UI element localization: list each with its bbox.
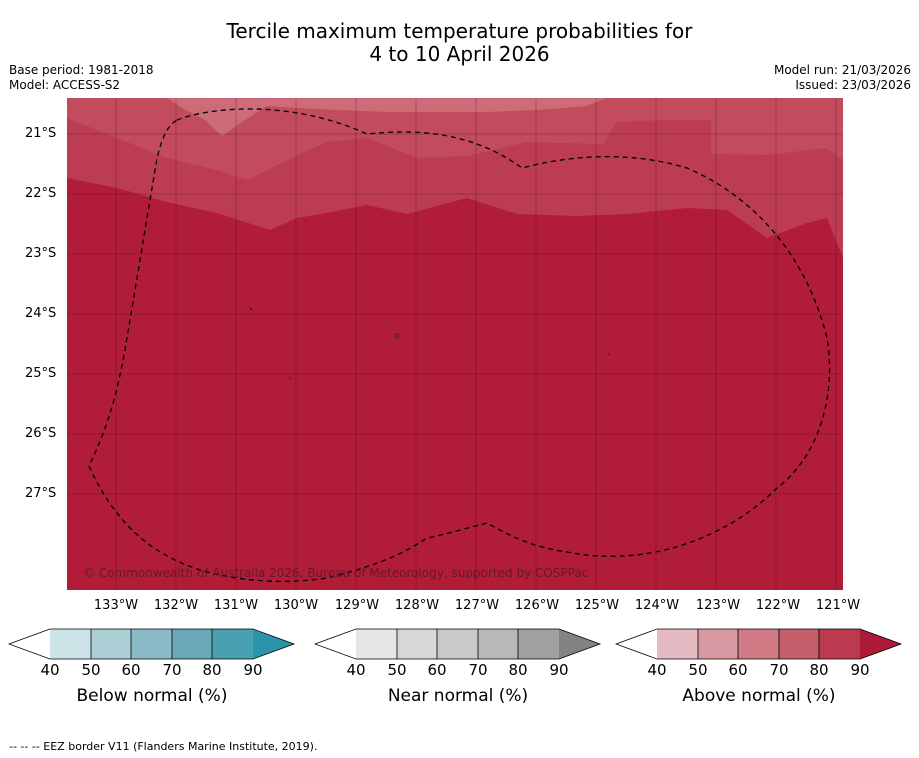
colorbar-segment [172,629,212,659]
colorbar-tick: 50 [81,661,101,679]
lat-label: 22°S [25,186,57,201]
lat-label: 25°S [25,366,57,381]
colorbar-segment [738,629,779,659]
colorbar-label-below: Below normal (%) [76,686,228,706]
colorbar-tick: 40 [40,661,60,679]
colorbar-segment [559,629,600,659]
colorbar-segment [131,629,172,659]
lon-label: 129°W [334,598,380,613]
lon-label: 121°W [815,598,861,613]
lon-label: 133°W [93,598,139,613]
colorbar-tick: 90 [243,661,263,679]
lat-label: 26°S [25,426,57,441]
eez-border [88,108,831,582]
colorbar-segment [356,629,397,659]
map-panel: © Commonwealth of Australia 2026, Bureau… [67,98,843,590]
colorbar-tick: 70 [769,661,789,679]
colorbar-tick: 60 [427,661,447,679]
map-copyright: © Commonwealth of Australia 2026, Bureau… [83,566,588,580]
lon-label: 132°W [153,598,199,613]
lon-label: 127°W [454,598,500,613]
colorbar-segment [50,629,91,659]
map-gridlines [67,98,843,590]
title-line-2: 4 to 10 April 2026 [369,42,550,66]
colorbar-segment [9,629,50,659]
colorbar-segment [819,629,860,659]
colorbar-segment [315,629,356,659]
colorbar-tick: 80 [809,661,829,679]
island-marker [394,333,400,339]
meta-left: Base period: 1981-2018 Model: ACCESS-S2 [9,63,154,93]
lon-label: 131°W [213,598,259,613]
colorbar-segment [779,629,819,659]
base-period: Base period: 1981-2018 [9,63,154,77]
colorbar-tick: 50 [387,661,407,679]
colorbar-segment [91,629,131,659]
lat-label: 21°S [25,126,57,141]
lon-label: 125°W [574,598,620,613]
lon-label: 126°W [514,598,560,613]
colorbar-outline [8,628,296,660]
model-name: Model: ACCESS-S2 [9,78,121,92]
colorbar-below-normal [8,628,296,660]
colorbar-segment [478,629,518,659]
colorbar-tick: 70 [162,661,182,679]
colorbar-segment [698,629,738,659]
lat-label: 27°S [25,486,57,501]
colorbar-outline [314,628,602,660]
colorbar-tick: 90 [549,661,569,679]
colorbar-tick: 80 [202,661,222,679]
colorbar-outline [615,628,903,660]
lon-label: 130°W [273,598,319,613]
colorbar-segment [437,629,478,659]
issued-date: Issued: 23/03/2026 [795,78,911,92]
title-line-1: Tercile maximum temperature probabilitie… [226,19,693,43]
colorbar-segment [657,629,698,659]
colorbar-label-near: Near normal (%) [387,686,529,706]
band-60-70 [167,98,607,136]
lon-label: 124°W [634,598,680,613]
colorbar-segment [212,629,253,659]
meta-right: Model run: 21/03/2026 Issued: 23/03/2026 [774,63,911,93]
island-marker [250,308,252,310]
colorbar-label-above: Above normal (%) [682,686,836,706]
colorbar-near-normal [314,628,602,660]
colorbar-tick: 40 [647,661,667,679]
colorbar-segment [397,629,437,659]
colorbar-segment [616,629,657,659]
footer-note: -- -- -- EEZ border V11 (Flanders Marine… [9,740,318,753]
lon-label: 122°W [755,598,801,613]
island-marker [289,377,291,379]
colorbar-tick: 60 [728,661,748,679]
colorbar-tick: 40 [346,661,366,679]
island-marker [608,353,610,355]
colorbar-segment [253,629,294,659]
lon-label: 128°W [394,598,440,613]
colorbar-tick: 70 [468,661,488,679]
lon-label: 123°W [695,598,741,613]
colorbar-tick: 80 [508,661,528,679]
colorbar-segment [518,629,559,659]
colorbar-tick: 90 [850,661,870,679]
band-70-80 [67,98,843,180]
lat-label: 23°S [25,246,57,261]
colorbar-tick: 50 [688,661,708,679]
model-run: Model run: 21/03/2026 [773,63,911,77]
colorbar-above-normal [615,628,903,660]
colorbar-segment [860,629,901,659]
lat-label: 24°S [25,306,57,321]
colorbar-tick: 60 [121,661,141,679]
